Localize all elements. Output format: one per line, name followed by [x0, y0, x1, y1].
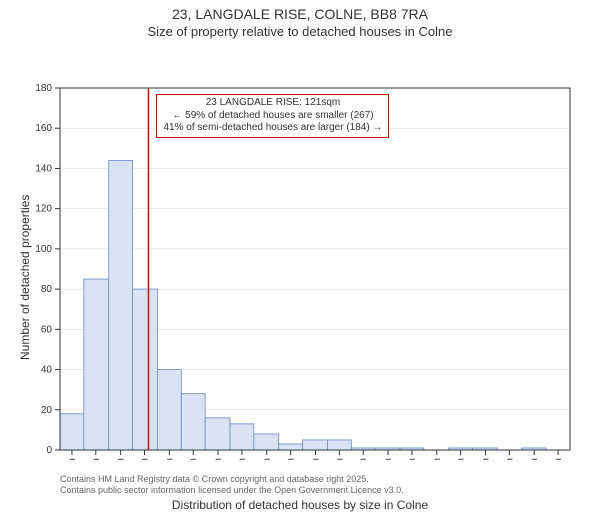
histogram-bar: [109, 160, 133, 450]
svg-text:313sqm: 313sqm: [334, 458, 345, 460]
svg-text:20: 20: [41, 405, 53, 416]
svg-text:120: 120: [35, 204, 52, 215]
histogram-bar: [279, 444, 303, 450]
chart-title-block: 23, LANGDALE RISE, COLNE, BB8 7RA Size o…: [0, 0, 600, 40]
svg-text:80: 80: [41, 284, 53, 295]
svg-text:411sqm: 411sqm: [432, 458, 443, 460]
histogram-bar: [84, 279, 109, 450]
attribution-footer: Contains HM Land Registry data © Crown c…: [60, 474, 404, 497]
chart-title-sub: Size of property relative to detached ho…: [0, 24, 600, 40]
svg-text:435sqm: 435sqm: [456, 458, 467, 460]
svg-text:140: 140: [35, 163, 52, 174]
svg-text:337sqm: 337sqm: [358, 458, 369, 460]
histogram-bar: [60, 414, 84, 450]
histogram-bar: [133, 289, 158, 450]
svg-text:93sqm: 93sqm: [116, 458, 127, 460]
svg-text:0: 0: [46, 445, 52, 456]
svg-text:533sqm: 533sqm: [553, 458, 564, 460]
annotation-line-1: 23 LANGDALE RISE: 121sqm: [163, 97, 382, 110]
footer-line-2: Contains public sector information licen…: [60, 485, 404, 496]
svg-text:215sqm: 215sqm: [237, 458, 248, 460]
svg-text:191sqm: 191sqm: [213, 458, 224, 460]
annotation-line-3: 41% of semi-detached houses are larger (…: [163, 122, 382, 135]
svg-text:386sqm: 386sqm: [407, 458, 418, 460]
svg-text:264sqm: 264sqm: [286, 458, 297, 460]
histogram-bar: [303, 440, 328, 450]
svg-text:60: 60: [41, 324, 53, 335]
svg-text:289sqm: 289sqm: [310, 458, 321, 460]
chart-title-main: 23, LANGDALE RISE, COLNE, BB8 7RA: [0, 6, 600, 24]
svg-text:362sqm: 362sqm: [383, 458, 394, 460]
x-axis-label: Distribution of detached houses by size …: [0, 498, 600, 512]
svg-text:100: 100: [35, 244, 52, 255]
histogram-bar: [181, 394, 205, 450]
y-axis-label: Number of detached properties: [18, 195, 32, 360]
svg-text:142sqm: 142sqm: [164, 458, 175, 460]
svg-text:40: 40: [41, 365, 53, 376]
histogram-bar: [230, 424, 254, 450]
svg-text:484sqm: 484sqm: [504, 458, 515, 460]
svg-text:44sqm: 44sqm: [67, 458, 78, 460]
annotation-line-2: ← 59% of detached houses are smaller (26…: [163, 110, 382, 123]
histogram-bar: [327, 440, 351, 450]
svg-text:160: 160: [35, 123, 52, 134]
svg-text:180: 180: [35, 83, 52, 94]
svg-text:166sqm: 166sqm: [188, 458, 199, 460]
svg-text:460sqm: 460sqm: [480, 458, 491, 460]
histogram-bar: [254, 434, 279, 450]
footer-line-1: Contains HM Land Registry data © Crown c…: [60, 474, 404, 485]
svg-text:509sqm: 509sqm: [529, 458, 540, 460]
svg-text:68sqm: 68sqm: [91, 458, 102, 460]
marker-annotation-box: 23 LANGDALE RISE: 121sqm ← 59% of detach…: [156, 94, 389, 138]
svg-text:117sqm: 117sqm: [140, 458, 151, 460]
histogram-bar: [157, 370, 181, 450]
svg-text:240sqm: 240sqm: [262, 458, 273, 460]
histogram-bar: [205, 418, 230, 450]
